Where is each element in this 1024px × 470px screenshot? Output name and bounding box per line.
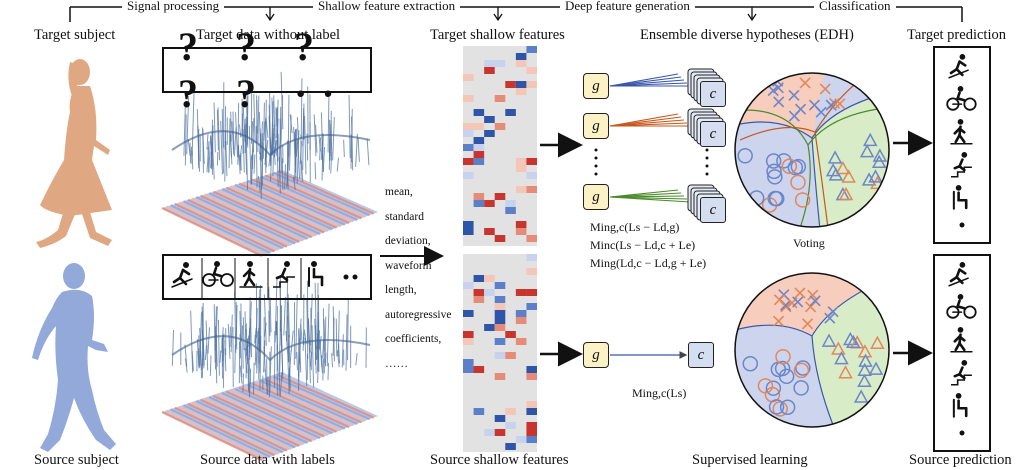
ellipsis-dots (594, 148, 709, 176)
generator-box: g (583, 113, 609, 139)
supervised-decision-pie (735, 273, 889, 427)
classifier-box: c (700, 81, 726, 107)
unknown-labels-box: ? ? ? ? ? ·· (162, 24, 372, 116)
feature-item: standard (385, 210, 424, 223)
feature-item: length, (385, 284, 417, 296)
target-prediction-label: Target prediction (907, 27, 1006, 43)
edh-objectives: Ming,c(Ls − Ld,g) Minc(Ls − Ld,c + Le) M… (590, 218, 706, 272)
target-feature-heatmap (463, 46, 537, 246)
feature-item: mean, (385, 186, 413, 198)
stage-deep-feature-generation: Deep feature generation (560, 0, 695, 14)
target-data-label: Target data without label (196, 27, 341, 43)
source-surface-plot (161, 274, 378, 461)
source-person-silhouette (32, 263, 116, 452)
voting-label: Voting (793, 236, 825, 250)
generator-classifier-links (609, 73, 691, 203)
classifier-box: c (700, 121, 726, 147)
feature-item: deviation, (385, 235, 431, 247)
edh-decision-pie (735, 73, 889, 227)
activity-labels-box (162, 254, 372, 300)
source-data-label: Source data with labels (200, 452, 335, 468)
source-generator-box: g (583, 342, 609, 368)
source-prediction-icons (946, 262, 977, 436)
generator-box: g (583, 184, 609, 210)
generator-box: g (583, 73, 609, 99)
stage-shallow-feature-extraction: Shallow feature extraction (313, 0, 461, 14)
source-subject-label: Source subject (34, 452, 119, 468)
target-prediction-box (933, 46, 991, 244)
objective-classifier: Minc(Ls − Ld,c + Le) (590, 238, 696, 252)
source-objective: Ming,c(Ls) (632, 386, 687, 400)
source-classifier-box: c (688, 342, 714, 368)
target-surface-plot (161, 71, 378, 257)
classifier-box: c (700, 197, 726, 223)
supervised-learning-label: Supervised learning (692, 452, 808, 468)
objective-generator-classifier: Ming,c(Ls − Ld,g) (590, 220, 680, 234)
feature-item: …… (385, 357, 408, 370)
target-person-silhouette (36, 59, 112, 248)
source-shallow-label: Source shallow features (430, 452, 569, 468)
source-prediction-box (933, 254, 991, 452)
edh-label: Ensemble diverse hypotheses (EDH) (640, 27, 854, 43)
shallow-feature-list: mean, standard deviation, waveform lengt… (385, 180, 451, 376)
feature-item: autoregressive (385, 308, 452, 321)
source-feature-heatmap (463, 254, 537, 452)
target-subject-label: Target subject (34, 27, 116, 43)
source-prediction-label: Source prediction (909, 452, 1012, 468)
stage-signal-processing: Signal processing (122, 0, 225, 14)
stage-classification: Classification (814, 0, 896, 14)
activity-labels (171, 258, 358, 298)
target-shallow-label: Target shallow features (430, 27, 565, 43)
objective-generator: Ming(Ld,c − Ld,g + Le) (590, 256, 707, 270)
feature-item: waveform (385, 259, 432, 272)
feature-item: coefficients, (385, 333, 442, 345)
target-prediction-icons (946, 54, 977, 228)
